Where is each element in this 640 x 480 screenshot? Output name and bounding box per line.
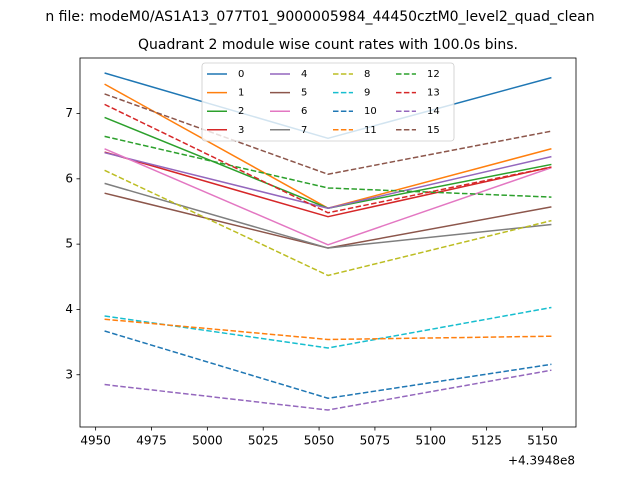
y-tick-label: 7 bbox=[65, 106, 73, 120]
x-tick-label: 5025 bbox=[248, 434, 279, 448]
x-tick-label: 5125 bbox=[471, 434, 502, 448]
series-line-8 bbox=[104, 169, 552, 277]
x-tick-label: 5100 bbox=[416, 434, 447, 448]
x-tick-label: 4950 bbox=[80, 434, 111, 448]
series-line-10 bbox=[104, 330, 552, 400]
legend-label-10: 10 bbox=[364, 106, 377, 117]
y-tick-label: 6 bbox=[65, 171, 73, 185]
series-line-13 bbox=[104, 103, 552, 214]
legend-label-15: 15 bbox=[427, 125, 440, 136]
x-tick-label: 5050 bbox=[304, 434, 335, 448]
series-lines bbox=[104, 72, 552, 411]
series-line-14 bbox=[104, 369, 552, 411]
legend-label-5: 5 bbox=[301, 88, 307, 99]
series-line-6 bbox=[104, 148, 552, 246]
legend-label-7: 7 bbox=[301, 125, 307, 136]
x-tick-label: 5075 bbox=[360, 434, 391, 448]
chart-title: Quadrant 2 module wise count rates with … bbox=[138, 37, 518, 53]
y-tick-label: 4 bbox=[65, 302, 73, 316]
legend-label-13: 13 bbox=[427, 88, 440, 99]
legend-label-9: 9 bbox=[364, 88, 370, 99]
legend-label-1: 1 bbox=[238, 88, 244, 99]
legend-label-3: 3 bbox=[238, 125, 244, 136]
legend-label-6: 6 bbox=[301, 106, 307, 117]
axes-frame bbox=[79, 57, 577, 428]
series-line-12 bbox=[104, 135, 552, 198]
legend-box bbox=[201, 62, 455, 142]
legend-label-11: 11 bbox=[364, 125, 377, 136]
legend-label-4: 4 bbox=[301, 69, 307, 80]
y-tick-label: 5 bbox=[65, 237, 73, 251]
axes: 4950 4975 5000 5025 5050 5075 5100 5125 51503456… bbox=[65, 57, 577, 448]
x-tick-label: 5150 bbox=[527, 434, 558, 448]
x-axis-offset-label: +4.3948e8 bbox=[508, 454, 575, 468]
legend-label-14: 14 bbox=[427, 106, 440, 117]
series-line-3 bbox=[104, 151, 552, 218]
legend-label-2: 2 bbox=[238, 106, 244, 117]
figure-suptitle: n file: modeM0/AS1A13_077T01_9000005984_… bbox=[45, 9, 594, 25]
series-line-4 bbox=[104, 151, 552, 209]
x-tick-label: 4975 bbox=[136, 434, 167, 448]
x-tick-label: 5000 bbox=[192, 434, 223, 448]
legend-label-12: 12 bbox=[427, 69, 440, 80]
series-line-15 bbox=[104, 93, 552, 175]
legend-label-0: 0 bbox=[238, 69, 244, 80]
y-tick-label: 3 bbox=[65, 367, 73, 381]
series-line-11 bbox=[104, 318, 552, 341]
legend-label-8: 8 bbox=[364, 69, 370, 80]
